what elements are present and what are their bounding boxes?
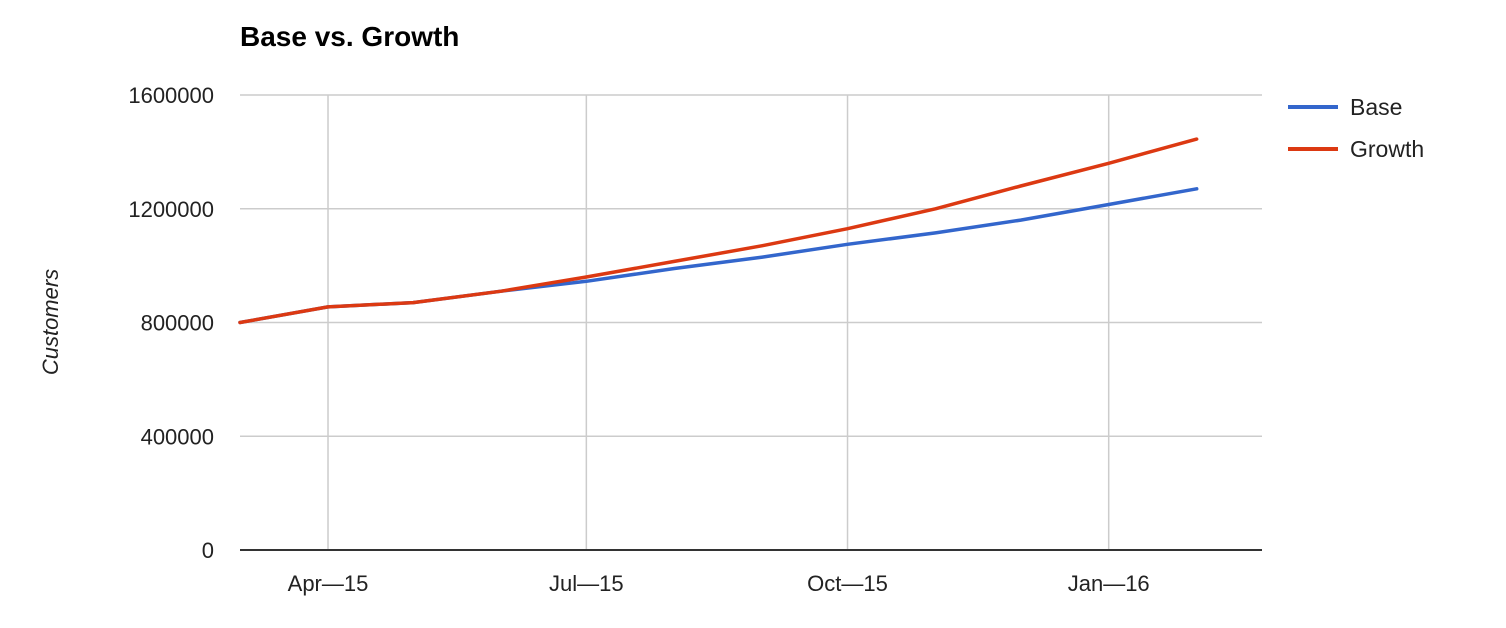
- x-tick-label: Apr—15: [288, 571, 369, 596]
- legend-label-growth: Growth: [1350, 136, 1424, 162]
- axes: 0 400000 800000 1200000 1600000 Apr—15 Jul—15 O…: [128, 83, 1262, 596]
- legend: Base Growth: [1288, 94, 1424, 162]
- series-line-growth: [238, 137, 1199, 325]
- grid: [240, 94, 1262, 550]
- y-tick-label: 400000: [141, 424, 214, 449]
- series: [238, 137, 1199, 325]
- y-tick-label: 1600000: [128, 83, 214, 108]
- x-tick-label: Jul—15: [549, 571, 624, 596]
- chart-title: Base vs. Growth: [240, 21, 459, 52]
- y-tick-label: 1200000: [128, 197, 214, 222]
- legend-label-base: Base: [1350, 94, 1402, 120]
- x-tick-label: Jan—16: [1068, 571, 1150, 596]
- y-axis-label: Customers: [38, 269, 63, 375]
- y-tick-label: 0: [202, 538, 214, 563]
- x-tick-label: Oct—15: [807, 571, 888, 596]
- y-tick-label: 800000: [141, 311, 214, 336]
